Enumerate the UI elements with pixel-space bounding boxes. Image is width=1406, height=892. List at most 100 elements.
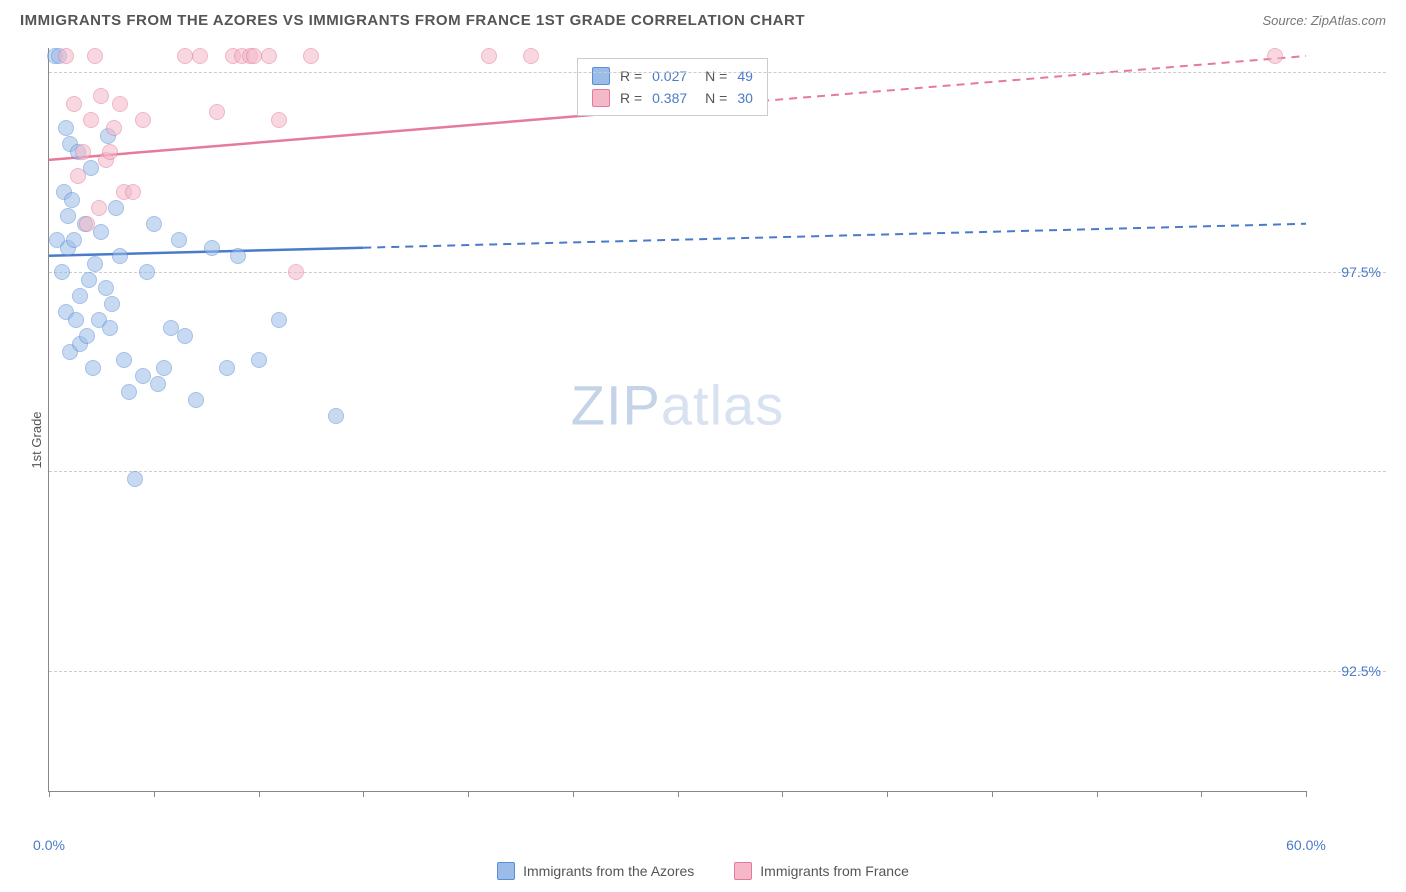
data-point-france — [70, 168, 86, 184]
data-point-azores — [328, 408, 344, 424]
data-point-azores — [177, 328, 193, 344]
data-point-france — [112, 96, 128, 112]
data-point-azores — [163, 320, 179, 336]
data-point-azores — [104, 296, 120, 312]
data-point-france — [177, 48, 193, 64]
x-tick — [1306, 791, 1307, 797]
x-tick — [573, 791, 574, 797]
data-point-azores — [188, 392, 204, 408]
x-tick — [154, 791, 155, 797]
data-point-azores — [98, 280, 114, 296]
data-point-azores — [219, 360, 235, 376]
data-point-azores — [112, 248, 128, 264]
data-point-france — [125, 184, 141, 200]
chart-title: IMMIGRANTS FROM THE AZORES VS IMMIGRANTS… — [20, 12, 805, 29]
x-tick-label: 60.0% — [1286, 837, 1326, 853]
data-point-azores — [64, 192, 80, 208]
x-tick — [1097, 791, 1098, 797]
data-point-azores — [60, 208, 76, 224]
data-point-azores — [127, 471, 143, 487]
x-tick — [468, 791, 469, 797]
x-tick — [363, 791, 364, 797]
watermark: ZIPatlas — [571, 372, 784, 437]
x-tick — [49, 791, 50, 797]
legend-swatch-france — [734, 862, 752, 880]
data-point-azores — [121, 384, 137, 400]
legend-stats-box: R =0.027N =49R =0.387N =30 — [577, 58, 768, 116]
data-point-azores — [156, 360, 172, 376]
data-point-azores — [72, 288, 88, 304]
data-point-azores — [93, 224, 109, 240]
gridline-h — [49, 671, 1386, 672]
legend-item-france: Immigrants from France — [734, 862, 909, 880]
n-label: N = — [705, 90, 727, 106]
r-value-azores: 0.027 — [652, 68, 687, 84]
plot-region: ZIPatlas R =0.027N =49R =0.387N =30 92.5… — [48, 48, 1306, 792]
data-point-france — [246, 48, 262, 64]
data-point-france — [93, 88, 109, 104]
trendline-azores-dashed — [363, 224, 1306, 248]
y-tick-label: 92.5% — [1321, 663, 1381, 679]
data-point-azores — [81, 272, 97, 288]
data-point-azores — [146, 216, 162, 232]
source-text: Source: ZipAtlas.com — [1262, 13, 1386, 28]
x-tick — [678, 791, 679, 797]
n-value-france: 30 — [737, 90, 753, 106]
data-point-france — [1267, 48, 1283, 64]
data-point-azores — [171, 232, 187, 248]
data-point-france — [209, 104, 225, 120]
legend-label-france: Immigrants from France — [760, 863, 909, 879]
y-tick-label: 97.5% — [1321, 264, 1381, 280]
data-point-azores — [135, 368, 151, 384]
n-value-azores: 49 — [737, 68, 753, 84]
legend-stats-row-azores: R = 0.027 N = 49 — [592, 65, 753, 87]
data-point-france — [91, 200, 107, 216]
data-point-azores — [68, 312, 84, 328]
data-point-azores — [87, 256, 103, 272]
data-point-azores — [102, 320, 118, 336]
legend-item-azores: Immigrants from the Azores — [497, 862, 694, 880]
x-tick — [259, 791, 260, 797]
data-point-azores — [108, 200, 124, 216]
swatch-france — [592, 89, 610, 107]
data-point-france — [303, 48, 319, 64]
legend-stats-row-france: R =0.387N =30 — [592, 87, 753, 109]
data-point-france — [261, 48, 277, 64]
data-point-azores — [54, 264, 70, 280]
gridline-h — [49, 272, 1386, 273]
data-point-azores — [139, 264, 155, 280]
data-point-azores — [79, 328, 95, 344]
data-point-france — [66, 96, 82, 112]
data-point-france — [288, 264, 304, 280]
gridline-h — [49, 471, 1386, 472]
data-point-france — [192, 48, 208, 64]
r-label: R = — [620, 68, 642, 84]
data-point-france — [79, 216, 95, 232]
legend-label-azores: Immigrants from the Azores — [523, 863, 694, 879]
trendline-france-dashed — [678, 56, 1307, 108]
data-point-france — [523, 48, 539, 64]
data-point-france — [87, 48, 103, 64]
data-point-azores — [150, 376, 166, 392]
x-tick-label: 0.0% — [33, 837, 65, 853]
gridline-h — [49, 72, 1386, 73]
trend-lines — [49, 48, 1306, 791]
x-tick — [992, 791, 993, 797]
swatch-azores — [592, 67, 610, 85]
data-point-france — [135, 112, 151, 128]
n-label: N = — [705, 68, 727, 84]
x-tick — [782, 791, 783, 797]
data-point-france — [271, 112, 287, 128]
data-point-azores — [85, 360, 101, 376]
data-point-azores — [58, 120, 74, 136]
data-point-azores — [66, 232, 82, 248]
data-point-azores — [251, 352, 267, 368]
chart-area: 1st Grade ZIPatlas R =0.027N =49R =0.387… — [48, 48, 1386, 832]
data-point-france — [83, 112, 99, 128]
data-point-azores — [271, 312, 287, 328]
data-point-azores — [204, 240, 220, 256]
y-axis-label: 1st Grade — [29, 411, 44, 468]
data-point-france — [58, 48, 74, 64]
data-point-france — [106, 120, 122, 136]
r-label: R = — [620, 90, 642, 106]
